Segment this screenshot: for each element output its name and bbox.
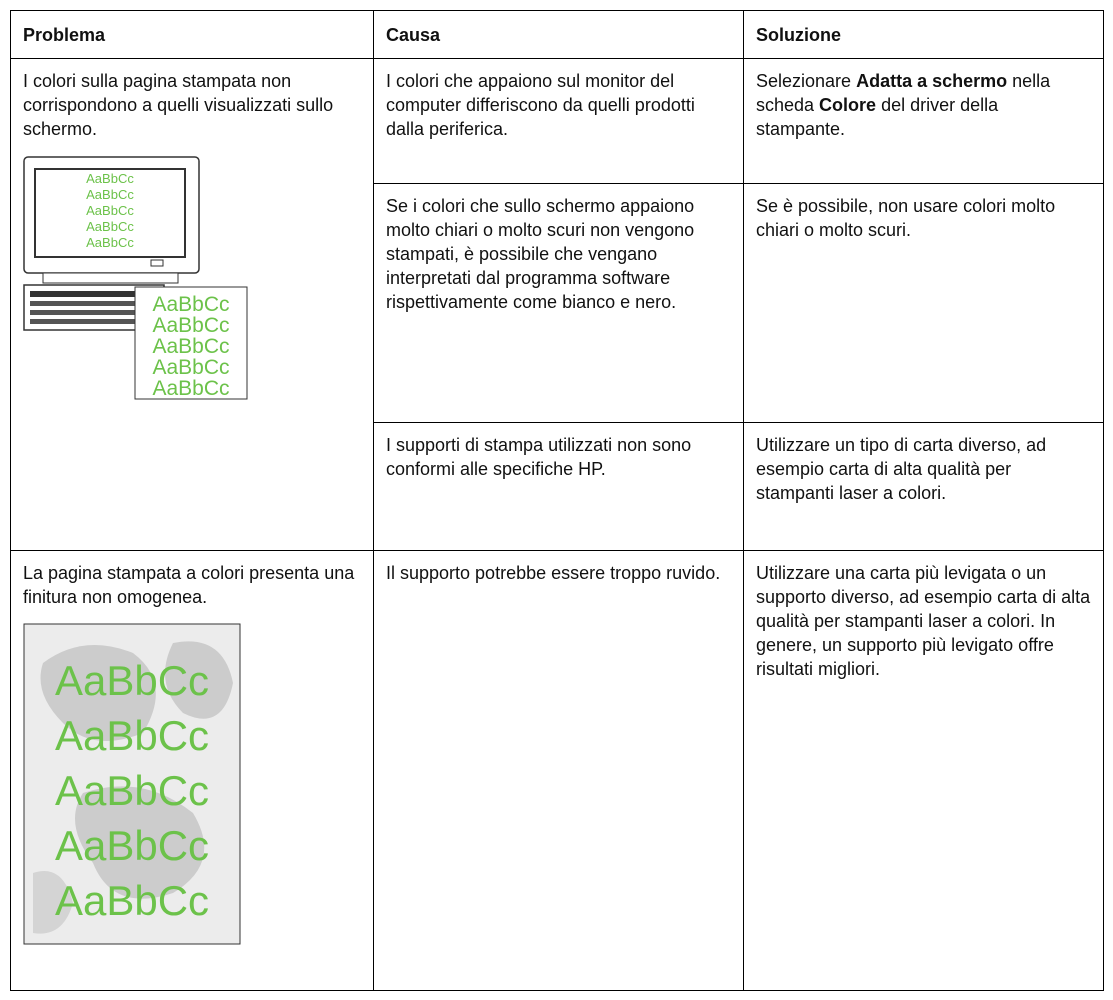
monitor-text: AaBbCc — [86, 219, 134, 234]
header-row: Problema Causa Soluzione — [10, 10, 1104, 59]
text: nella scheda — [756, 71, 1051, 115]
sample-text: AaBbCc — [55, 657, 209, 704]
solution-cell: Se è possibile, non usare colori molto c… — [743, 183, 1104, 423]
header-cell: Causa — [373, 10, 744, 59]
text: del driver della stampante. — [756, 95, 999, 139]
text: Se è possibile, non usare colori molto c… — [756, 196, 1056, 240]
header-cell: Problema — [10, 10, 374, 59]
monitor-text: AaBbCc — [86, 187, 134, 202]
cause-cell: Il supporto potrebbe essere troppo ruvid… — [373, 550, 744, 991]
problem-text: La pagina stampata a colori presenta una… — [23, 563, 355, 607]
solution-cell: Utilizzare un tipo di carta diverso, ad … — [743, 422, 1104, 551]
monitor-text: AaBbCc — [86, 171, 134, 186]
problem-cell: La pagina stampata a colori presenta una… — [10, 550, 374, 991]
text: Utilizzare un tipo di carta diverso, ad … — [756, 435, 1047, 503]
paper-text: AaBbCc — [152, 335, 229, 358]
row: La pagina stampata a colori presenta una… — [10, 550, 1104, 991]
text: Selezionare — [756, 71, 857, 91]
header-cell: Soluzione — [743, 10, 1104, 59]
solution-cell: Selezionare Adatta a schermo nella sched… — [743, 58, 1104, 184]
paper-text: AaBbCc — [152, 314, 229, 337]
cause-cell: I supporti di stampa utilizzati non sono… — [373, 422, 744, 551]
monitor-text: AaBbCc — [86, 203, 134, 218]
cause-cell: I colori che appaiono sul monitor del co… — [373, 58, 744, 184]
text: Utilizzare una carta più levigata o un s… — [756, 563, 1091, 679]
row: I supporti di stampa utilizzati non sono… — [11, 422, 1104, 551]
bold-text: Adatta a schermo — [856, 71, 1008, 91]
sample-text: AaBbCc — [55, 712, 209, 759]
solution-cell: Utilizzare una carta più levigata o un s… — [743, 550, 1104, 991]
bold-text: Colore — [819, 95, 877, 115]
problem-text: I colori sulla pagina stampata non corri… — [23, 71, 334, 139]
paper-text: AaBbCc — [152, 377, 229, 400]
cause-cell: Se i colori che sullo schermo appaiono m… — [373, 183, 744, 423]
sample-illustration: AaBbCc AaBbCc AaBbCc AaBbCc AaBbCc — [23, 623, 241, 945]
problem-cell: I colori sulla pagina stampata non corri… — [10, 58, 374, 551]
monitor-text: AaBbCc — [86, 235, 134, 250]
paper-text: AaBbCc — [152, 293, 229, 316]
sample-text: AaBbCc — [55, 767, 209, 814]
monitor-illustration: AaBbCcAaBbCcAaBbCcAaBbCcAaBbCcAaBbCcAaBb… — [23, 156, 248, 400]
sample-text: AaBbCc — [55, 877, 209, 924]
row: I colori sulla pagina stampata non corri… — [10, 58, 1104, 551]
sample-text: AaBbCc — [55, 822, 209, 869]
troubleshooting-table: Problema Causa Soluzione I colori sulla … — [10, 10, 1104, 991]
paper-text: AaBbCc — [152, 356, 229, 379]
